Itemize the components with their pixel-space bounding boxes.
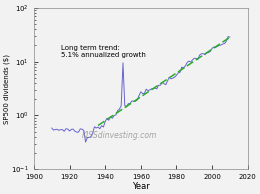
X-axis label: Year: Year	[132, 182, 150, 191]
Text: KISSdinvesting.com: KISSdinvesting.com	[82, 131, 157, 140]
Y-axis label: SP500 dividends ($): SP500 dividends ($)	[3, 54, 10, 124]
Text: Long term trend:
5.1% annualized growth: Long term trend: 5.1% annualized growth	[61, 45, 146, 58]
